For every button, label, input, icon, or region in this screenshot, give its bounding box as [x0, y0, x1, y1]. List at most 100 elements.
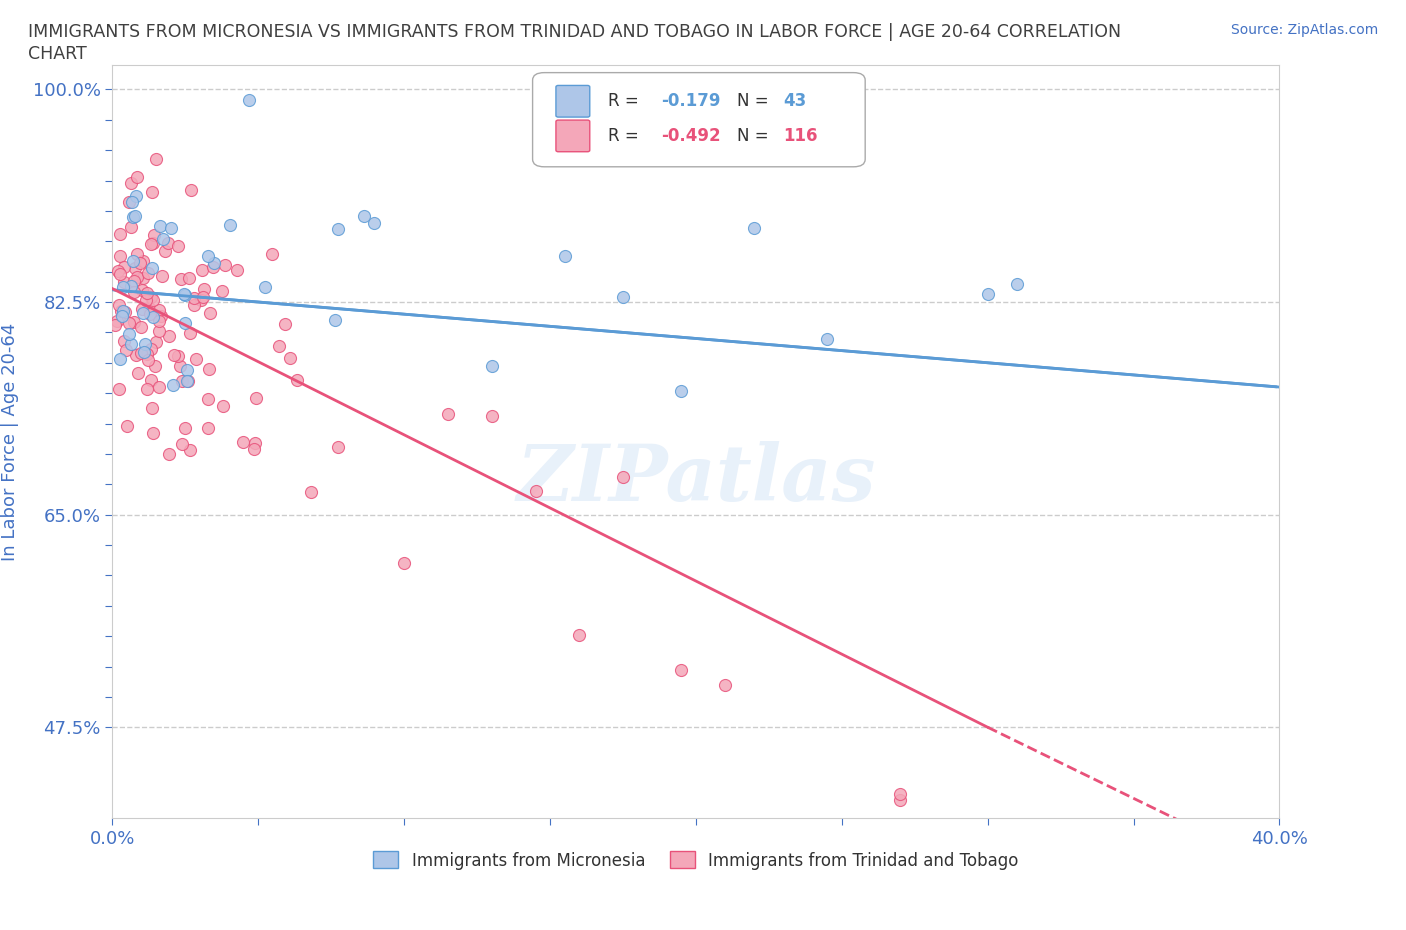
Point: [111, 303, 134, 318]
Point: [889, 792, 911, 807]
Point: [141, 373, 163, 388]
Point: [124, 208, 146, 223]
Point: [107, 298, 129, 312]
Point: [115, 342, 138, 357]
Point: [172, 436, 194, 451]
Point: [122, 314, 145, 329]
Point: [200, 305, 222, 320]
Point: [118, 194, 141, 209]
Point: [179, 443, 201, 458]
Point: [118, 326, 141, 341]
Point: [176, 363, 198, 378]
Point: [136, 353, 159, 368]
Point: [157, 446, 180, 461]
Point: [111, 309, 134, 324]
Point: [437, 406, 460, 421]
Point: [115, 418, 138, 433]
Point: [139, 306, 162, 321]
Point: [135, 381, 157, 396]
Point: [481, 358, 503, 373]
Text: -0.179: -0.179: [661, 92, 720, 111]
Point: [183, 298, 205, 312]
Point: [108, 248, 131, 263]
Point: [197, 420, 219, 435]
Point: [122, 273, 145, 288]
Point: [260, 246, 283, 261]
Point: [212, 399, 235, 414]
Point: [568, 628, 591, 643]
Point: [612, 289, 634, 304]
Point: [554, 248, 576, 263]
Point: [174, 420, 197, 435]
Point: [167, 238, 190, 253]
Point: [139, 341, 162, 356]
Point: [120, 337, 142, 352]
Point: [193, 282, 215, 297]
Point: [141, 401, 163, 416]
Point: [167, 349, 190, 364]
Point: [186, 352, 208, 366]
Point: [108, 267, 131, 282]
Point: [285, 373, 308, 388]
Point: [481, 408, 503, 423]
Point: [323, 312, 346, 327]
Point: [150, 268, 173, 283]
Point: [148, 303, 170, 318]
Text: Source: ZipAtlas.com: Source: ZipAtlas.com: [1230, 23, 1378, 37]
Point: [127, 270, 149, 285]
Point: [889, 787, 911, 802]
Point: [114, 305, 136, 320]
Point: [112, 259, 135, 274]
Point: [110, 304, 132, 319]
Point: [267, 339, 290, 353]
Point: [612, 470, 634, 485]
Point: [174, 288, 197, 303]
Point: [363, 216, 385, 231]
Point: [138, 300, 160, 315]
Text: R =: R =: [609, 126, 640, 145]
FancyBboxPatch shape: [555, 120, 589, 152]
Point: [105, 314, 128, 329]
Point: [129, 346, 152, 361]
Legend: Immigrants from Micronesia, Immigrants from Trinidad and Tobago: Immigrants from Micronesia, Immigrants f…: [366, 843, 1026, 878]
Point: [219, 217, 242, 232]
Point: [131, 301, 153, 316]
Point: [156, 236, 179, 251]
Point: [524, 484, 547, 498]
Point: [174, 315, 197, 330]
Point: [162, 378, 184, 392]
Point: [141, 260, 163, 275]
Point: [129, 320, 152, 335]
Point: [112, 279, 135, 294]
Point: [104, 317, 127, 332]
Point: [125, 189, 148, 204]
Point: [198, 362, 221, 377]
Point: [141, 184, 163, 199]
Point: [671, 663, 693, 678]
Point: [136, 346, 159, 361]
Point: [122, 209, 145, 224]
Point: [326, 222, 349, 237]
Point: [190, 293, 212, 308]
Point: [112, 274, 135, 289]
Point: [122, 254, 145, 269]
Point: [211, 284, 233, 299]
Point: [170, 271, 193, 286]
Point: [131, 282, 153, 297]
Point: [160, 221, 183, 236]
Point: [148, 379, 170, 394]
Point: [108, 381, 131, 396]
Point: [125, 169, 148, 184]
Point: [148, 219, 170, 233]
Point: [124, 260, 146, 275]
Point: [149, 309, 172, 324]
Point: [125, 246, 148, 261]
Point: [671, 383, 693, 398]
Point: [226, 262, 249, 277]
Point: [183, 290, 205, 305]
Text: 43: 43: [783, 92, 807, 111]
Point: [135, 292, 157, 307]
Point: [120, 219, 142, 234]
Point: [245, 391, 267, 405]
Text: 116: 116: [783, 126, 818, 145]
